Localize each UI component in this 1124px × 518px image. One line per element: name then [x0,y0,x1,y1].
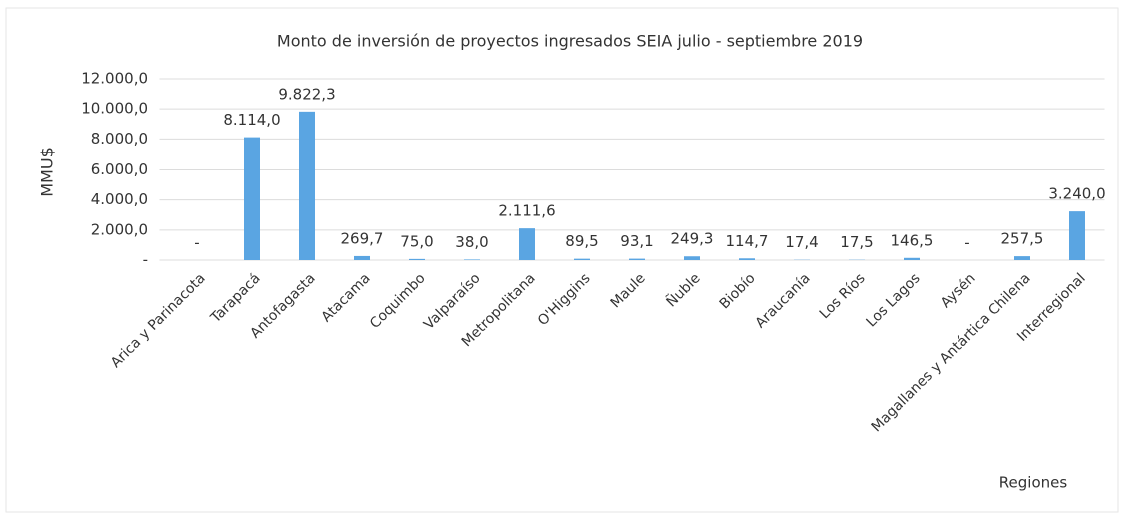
value-label: 114,7 [726,232,769,250]
y-axis-label: MMU$ [38,147,57,197]
value-label: 9.822,3 [278,85,335,103]
x-tick-label: Biobío [717,270,759,312]
x-tick-label: Maule [608,270,649,311]
bar [409,258,425,260]
x-tick-label: Coquimbo [367,270,429,332]
value-label: 38,0 [455,233,488,251]
x-tick-label: Los Lagos [864,270,924,330]
value-label: 146,5 [891,231,934,249]
x-tick-label: Atacama [319,270,374,325]
bar [1014,256,1030,260]
bar [354,255,370,260]
bar [904,257,920,260]
value-label: 2.111,6 [498,202,555,220]
value-label: - [194,234,199,252]
value-label: - [964,234,969,252]
bar [519,228,535,260]
value-label: 249,3 [671,230,714,248]
value-label: 93,1 [620,232,653,250]
x-tick-label: Tarapacá [207,270,263,326]
value-label: 3.240,0 [1048,185,1105,203]
x-tick-label: Araucanía [753,270,814,331]
chart-title: Monto de inversión de proyectos ingresad… [277,32,863,51]
bar [574,258,590,260]
y-tick-label: 8.000,0 [91,130,148,148]
y-tick-label: 4.000,0 [91,190,148,208]
value-label: 269,7 [341,229,384,247]
value-label: 89,5 [565,232,598,250]
value-label: 75,0 [400,232,433,250]
bar [299,111,315,260]
bar [739,258,755,260]
value-label: 17,5 [840,233,873,251]
x-tick-label: Los Ríos [817,270,869,322]
x-tick-label: Aysén [938,270,979,311]
y-tick-label: 12.000,0 [81,70,148,88]
value-label: 8.114,0 [223,111,280,129]
chart-border [5,7,1119,513]
bar [629,258,645,260]
x-tick-label: O'Higgins [535,270,594,329]
x-tick-label: Arica y Parinacota [108,270,209,371]
bar [1069,211,1085,260]
bar [684,256,700,260]
y-tick-label: 6.000,0 [91,160,148,178]
value-label: 17,4 [785,233,818,251]
value-label: 257,5 [1001,230,1044,248]
y-tick-label: 2.000,0 [91,220,148,238]
y-tick-label: 10.000,0 [81,100,148,118]
x-axis-label: Regiones [999,474,1068,492]
bar [244,137,260,260]
x-tick-label: Ñuble [663,270,704,311]
y-tick-label: - [143,251,148,269]
bar [464,259,480,260]
